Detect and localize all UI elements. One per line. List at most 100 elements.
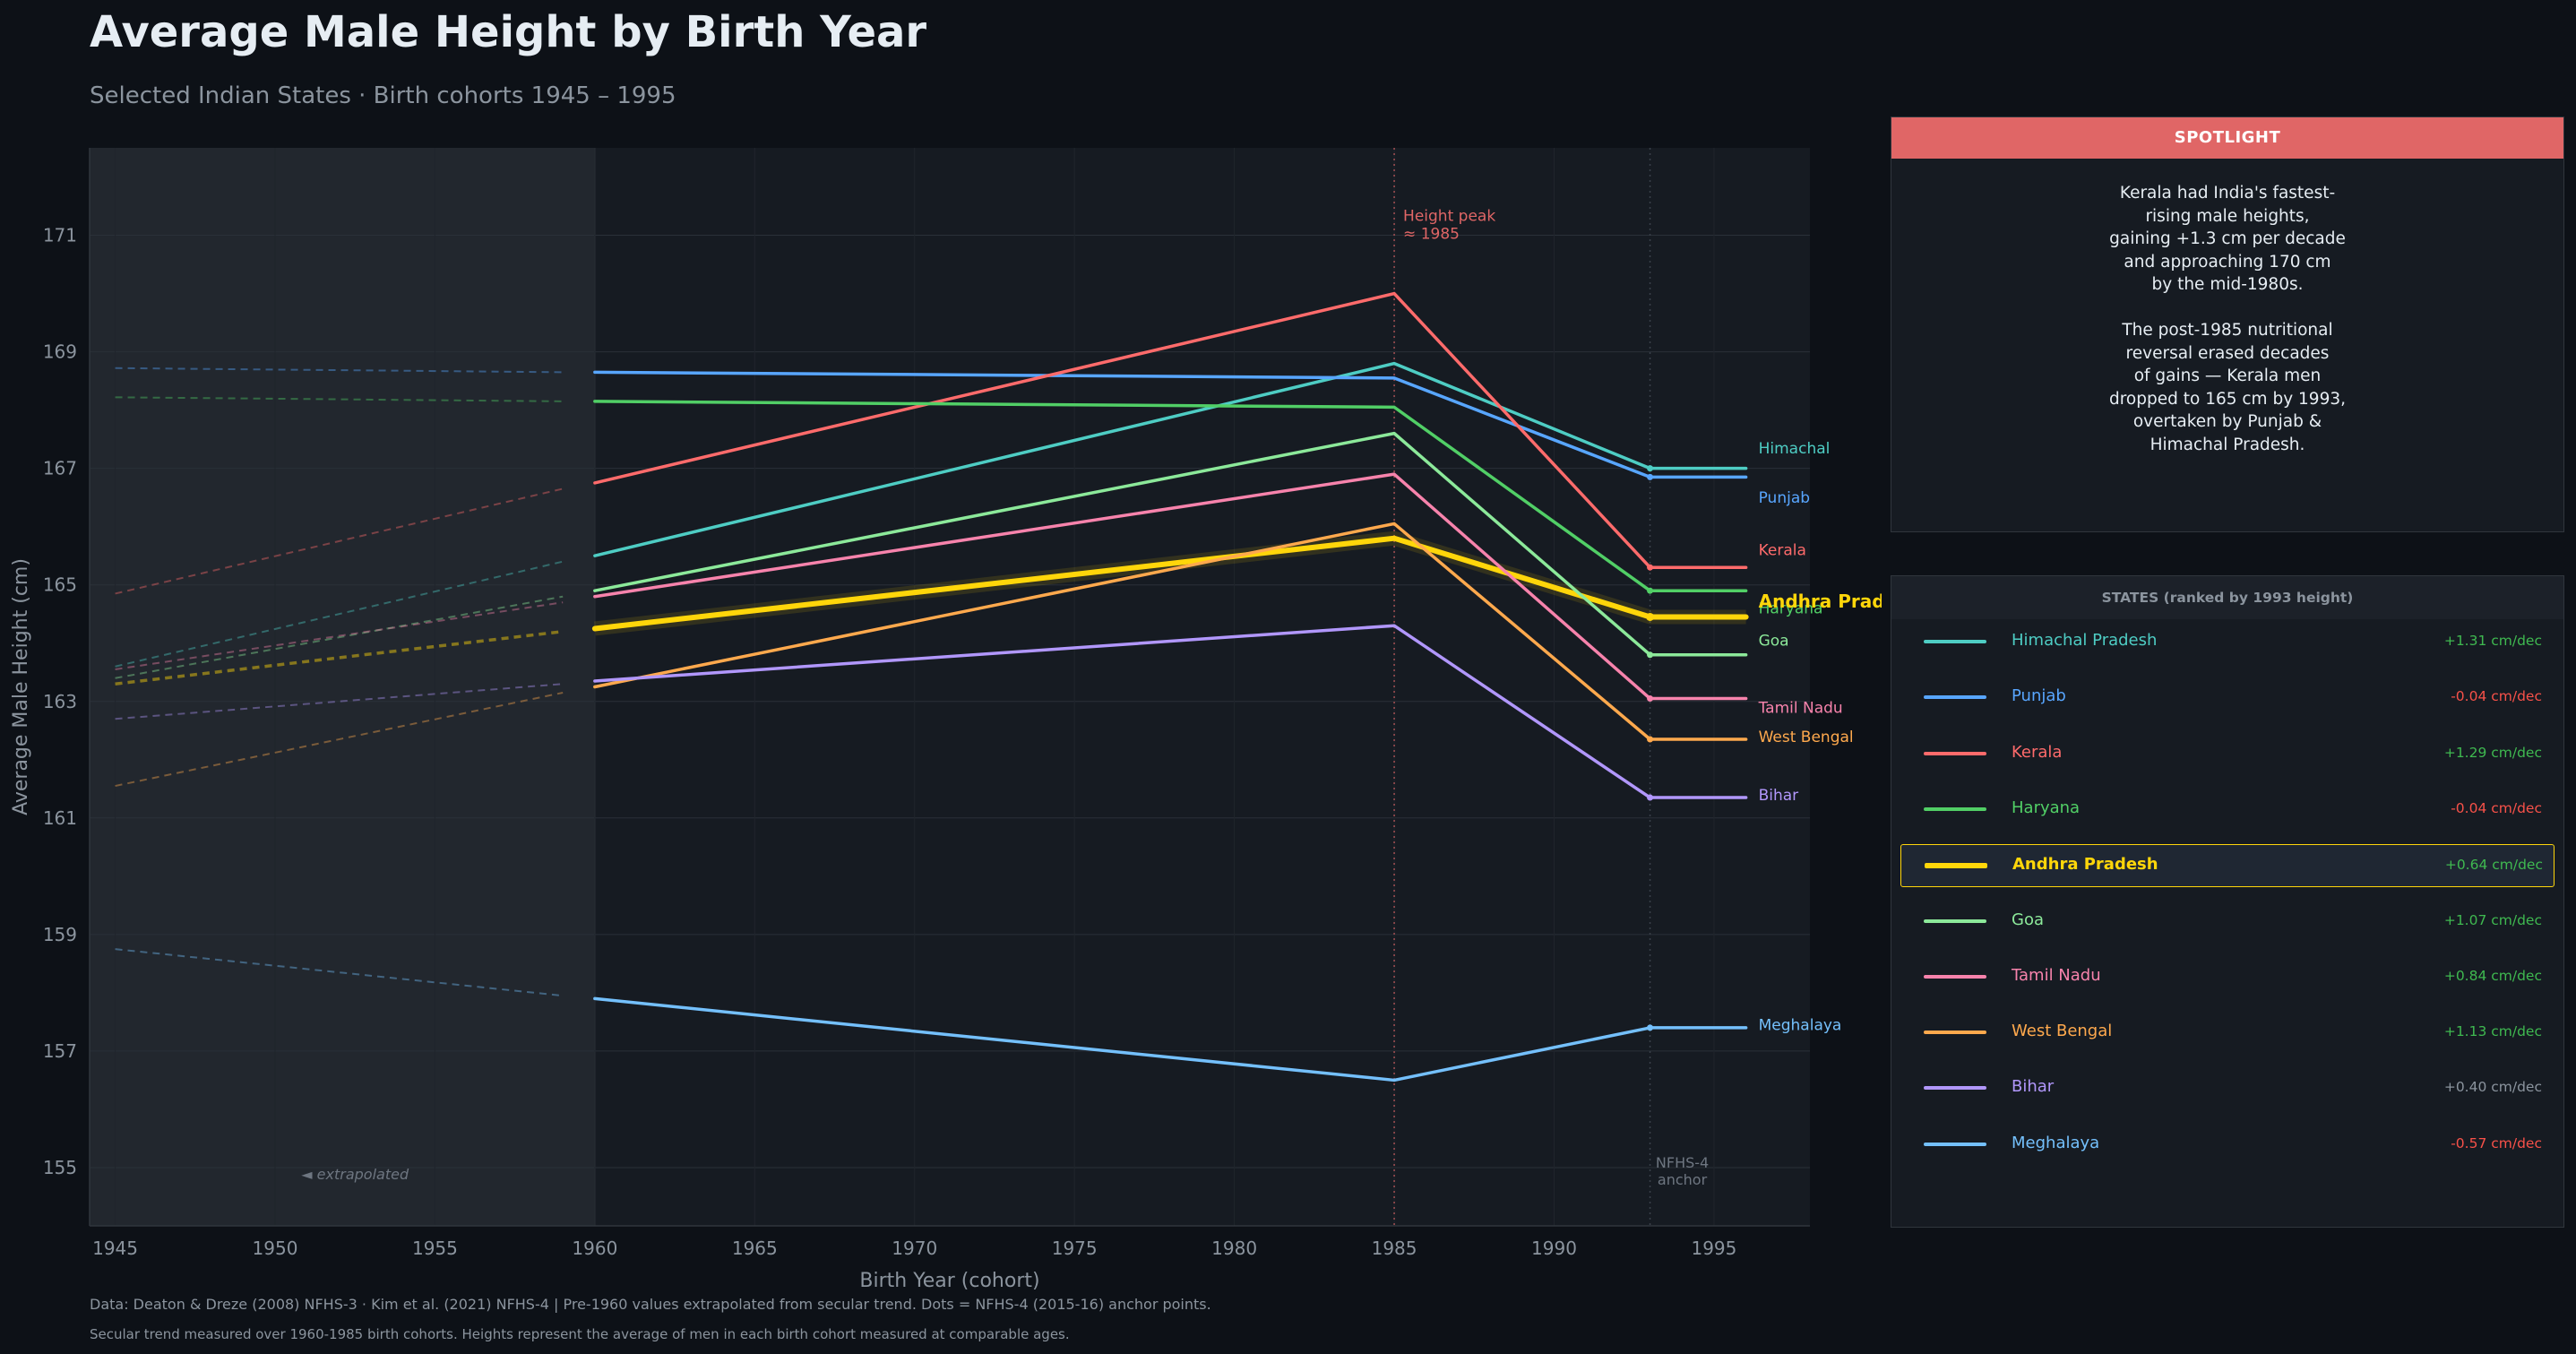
legend-trend-rate: +1.31 cm/dec (2443, 633, 2542, 649)
series-label: West Bengal (1759, 729, 1854, 746)
legend-swatch (1924, 640, 1986, 643)
legend-swatch (1924, 695, 1986, 700)
y-tick-label: 159 (43, 924, 77, 945)
legend-state-name: Himachal Pradesh (2012, 631, 2158, 650)
x-tick-label: 1945 (92, 1238, 138, 1259)
legend-trend-rate: +0.40 cm/dec (2443, 1079, 2542, 1096)
legend-swatch (1925, 863, 1987, 869)
y-tick-label: 171 (43, 225, 77, 246)
legend-trend-rate: +1.29 cm/dec (2443, 744, 2542, 761)
x-axis-label: Birth Year (cohort) (859, 1270, 1039, 1292)
series-label: Meghalaya (1759, 1017, 1842, 1035)
legend-item: Bihar +0.40 cm/dec (1900, 1067, 2553, 1108)
extrapolated-line (115, 487, 564, 595)
x-tick-label: 1960 (572, 1238, 617, 1259)
x-tick-label: 1965 (732, 1238, 778, 1259)
anchor-annotation: anchor (1658, 1171, 1708, 1188)
extrapolated-line (115, 560, 564, 668)
series-line (593, 624, 1748, 799)
legend-state-name: Kerala (2012, 742, 2063, 762)
legend-swatch (1924, 806, 1986, 811)
extrapolated-label: ◄ extrapolated (301, 1166, 409, 1183)
x-tick-label: 1985 (1372, 1238, 1417, 1259)
legend-trend-rate: -0.04 cm/dec (2451, 799, 2542, 816)
spotlight-text: Kerala had India's fastest- rising male … (1891, 159, 2563, 503)
x-tick-label: 1970 (892, 1238, 937, 1259)
anchor-point (1647, 564, 1654, 571)
legend-swatch (1924, 918, 1986, 923)
legend-trend-rate: +0.84 cm/dec (2443, 967, 2542, 984)
series-line (593, 522, 1748, 741)
height-line-chart: 155 157 159 161 163 165 167 169 171 1945 1950 1955 1… (10, 148, 1882, 1292)
x-tick-label: 1975 (1052, 1238, 1098, 1259)
series-label: Goa (1759, 632, 1789, 650)
legend-item: West Bengal +1.13 cm/dec (1900, 1012, 2553, 1053)
anchor-point (1647, 651, 1654, 659)
y-tick-label: 167 (43, 458, 77, 479)
anchor-point (1647, 465, 1654, 472)
anchor-point (1647, 1024, 1654, 1031)
footnote-source: Data: Deaton & Dreze (2008) NFHS-3 · Kim… (90, 1296, 1211, 1313)
legend-panel: STATES (ranked by 1993 height) Himachal … (1891, 575, 2564, 1228)
legend-swatch (1924, 751, 1986, 755)
extrapolated-line (115, 595, 564, 679)
legend-swatch (1924, 1031, 1986, 1035)
legend-trend-rate: -0.57 cm/dec (2451, 1134, 2542, 1151)
legend-swatch (1924, 1142, 1986, 1146)
x-tick-label: 1995 (1691, 1238, 1736, 1259)
anchor-point (1646, 612, 1655, 621)
y-axis-label: Average Male Height (cm) (10, 558, 32, 815)
page-title: Average Male Height by Birth Year (90, 7, 927, 57)
series-line (591, 535, 1749, 632)
legend-trend-rate: +0.64 cm/dec (2444, 857, 2543, 874)
y-tick-label: 157 (43, 1040, 77, 1062)
legend-swatch (1924, 974, 1986, 979)
series-label: Tamil Nadu (1758, 699, 1843, 717)
series-line (593, 370, 1748, 479)
x-tick-label: 1980 (1211, 1238, 1257, 1259)
legend-trend-rate: -0.04 cm/dec (2451, 688, 2542, 705)
legend-item: Andhra Pradesh +0.64 cm/dec (1900, 844, 2554, 888)
peak-annotation: ≈ 1985 (1403, 225, 1460, 243)
series-label: Haryana (1759, 600, 1823, 618)
y-tick-label: 169 (43, 341, 77, 363)
spotlight-title: SPOTLIGHT (1891, 117, 2563, 159)
y-tick-label: 161 (43, 807, 77, 829)
legend-item: Goa +1.07 cm/dec (1900, 901, 2553, 942)
legend-state-name: Punjab (2012, 686, 2066, 706)
series-label: Himachal (1759, 440, 1831, 458)
legend-item: Himachal Pradesh +1.31 cm/dec (1900, 621, 2553, 662)
series-line (593, 996, 1748, 1082)
series-label: Bihar (1759, 787, 1799, 805)
peak-annotation: Height peak (1403, 207, 1495, 225)
legend-title: STATES (ranked by 1993 height) (1891, 576, 2563, 619)
legend-state-name: Andhra Pradesh (2012, 855, 2158, 875)
legend-item: Kerala +1.29 cm/dec (1900, 733, 2553, 774)
legend-state-name: Bihar (2012, 1077, 2055, 1097)
anchor-point (1647, 695, 1654, 703)
x-tick-label: 1955 (412, 1238, 458, 1259)
series-label: Kerala (1759, 542, 1806, 560)
x-tick-label: 1950 (253, 1238, 298, 1259)
anchor-point (1647, 473, 1654, 480)
series-line (593, 431, 1748, 657)
x-tick-label: 1990 (1531, 1238, 1577, 1259)
series-label: Punjab (1759, 489, 1810, 507)
anchor-point (1647, 587, 1654, 594)
series-line (593, 400, 1748, 592)
series-line (593, 472, 1748, 701)
legend-state-name: Goa (2012, 910, 2044, 929)
legend-trend-rate: +1.07 cm/dec (2443, 911, 2542, 928)
extrapolated-line (115, 601, 564, 670)
legend-trend-rate: +1.13 cm/dec (2443, 1023, 2542, 1040)
legend-item: Meghalaya -0.57 cm/dec (1900, 1124, 2553, 1165)
legend-state-name: Tamil Nadu (2012, 965, 2101, 985)
y-tick-label: 163 (43, 691, 77, 712)
series-line (593, 361, 1748, 557)
anchor-point (1647, 794, 1654, 801)
legend-item: Punjab -0.04 cm/dec (1900, 677, 2553, 718)
legend-state-name: West Bengal (2012, 1022, 2113, 1041)
legend-state-name: Haryana (2012, 798, 2081, 817)
extrapolated-region (90, 148, 595, 1226)
y-tick-label: 165 (43, 574, 77, 596)
